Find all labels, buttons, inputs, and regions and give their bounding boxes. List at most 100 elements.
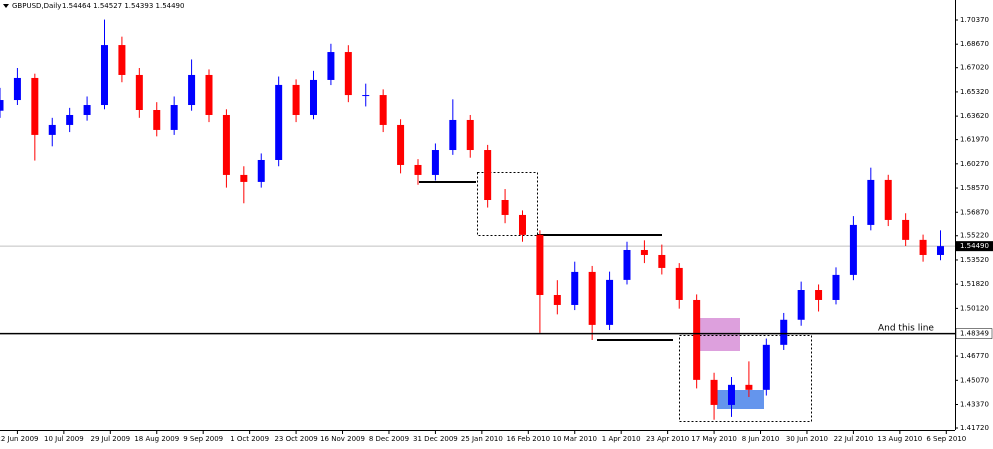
y-tick-label: 1.60270 bbox=[960, 160, 989, 168]
candle-body bbox=[344, 52, 352, 96]
hline-label-box bbox=[955, 328, 993, 339]
candle-body bbox=[902, 219, 910, 240]
menu-arrow[interactable] bbox=[3, 4, 9, 8]
candle-body bbox=[640, 249, 648, 255]
y-tick-label: 1.45070 bbox=[960, 376, 989, 384]
candle-body bbox=[292, 84, 300, 115]
candle-body bbox=[693, 299, 701, 380]
candle-body bbox=[153, 109, 161, 130]
y-tick-label: 1.46770 bbox=[960, 352, 989, 360]
x-tick-label: 30 Jun 2010 bbox=[786, 435, 828, 443]
candle-body bbox=[727, 384, 735, 405]
candle-body bbox=[658, 254, 666, 268]
y-tick-label: 1.56870 bbox=[960, 208, 989, 216]
y-tick-label: 1.68670 bbox=[960, 40, 989, 48]
candle-body bbox=[66, 114, 74, 125]
y-tick-label: 1.41720 bbox=[960, 424, 989, 432]
candle-body bbox=[327, 52, 335, 80]
candle-body bbox=[31, 77, 39, 135]
candle-body bbox=[275, 84, 283, 160]
candle-body bbox=[919, 239, 927, 255]
x-tick-label: 1 Apr 2010 bbox=[602, 435, 641, 443]
pink-zone bbox=[695, 318, 740, 351]
x-tick-label: 10 Jul 2009 bbox=[44, 435, 84, 443]
candle-body bbox=[205, 74, 213, 115]
y-tick-label: 1.70370 bbox=[960, 16, 989, 24]
x-tick-label: 1 Oct 2009 bbox=[230, 435, 269, 443]
candle-body bbox=[48, 124, 56, 135]
x-tick-label: 31 Dec 2009 bbox=[413, 435, 458, 443]
x-tick-label: 8 Jun 2010 bbox=[742, 435, 780, 443]
y-tick-label: 1.63620 bbox=[960, 112, 989, 120]
x-tick-label: 16 Feb 2010 bbox=[507, 435, 551, 443]
candle-body bbox=[83, 105, 91, 115]
dashed-box bbox=[679, 335, 812, 422]
y-tick-label: 1.55220 bbox=[960, 232, 989, 240]
x-tick-label: 25 Jan 2010 bbox=[461, 435, 503, 443]
candle-body bbox=[849, 224, 857, 275]
candle-body bbox=[379, 95, 387, 125]
y-tick-label: 1.67020 bbox=[960, 64, 989, 72]
candle-body bbox=[188, 74, 196, 106]
candle-body bbox=[118, 45, 126, 75]
candle-body bbox=[222, 114, 230, 175]
candle-body bbox=[13, 77, 21, 101]
candle-body bbox=[397, 124, 405, 165]
candle-body bbox=[623, 249, 631, 280]
candle-body bbox=[745, 384, 753, 390]
x-tick-label: 6 Sep 2010 bbox=[926, 435, 966, 443]
y-tick-label: 1.43370 bbox=[960, 401, 989, 409]
candle-body bbox=[536, 234, 544, 295]
blue-zone bbox=[717, 390, 764, 409]
candle-body bbox=[884, 179, 892, 220]
candle-body bbox=[240, 174, 248, 182]
hline-label: 1.48349 bbox=[960, 330, 989, 338]
candle-body bbox=[606, 279, 614, 325]
candle-body bbox=[431, 150, 439, 175]
candle-body bbox=[449, 119, 457, 151]
y-tick-label: 1.51820 bbox=[960, 280, 989, 288]
candle-body bbox=[832, 274, 840, 300]
header-prices: 1.54464 1.54527 1.54393 1.54490 bbox=[62, 2, 184, 10]
annotation: And this line bbox=[878, 324, 934, 334]
candle-body bbox=[867, 179, 875, 225]
candle-body bbox=[100, 45, 108, 106]
current-price-label: 1.54490 bbox=[960, 242, 989, 250]
x-tick-label: 22 Jul 2010 bbox=[834, 435, 874, 443]
candle-body bbox=[501, 200, 509, 215]
candle-body bbox=[571, 271, 579, 305]
x-tick-label: 9 Sep 2009 bbox=[183, 435, 223, 443]
x-tick-label: 13 Aug 2010 bbox=[877, 435, 922, 443]
candle-body bbox=[710, 379, 718, 405]
candle-body bbox=[518, 214, 526, 235]
x-tick-label: 16 Nov 2009 bbox=[320, 435, 365, 443]
dashed-box bbox=[477, 172, 538, 236]
candle-body bbox=[0, 100, 4, 111]
candle-body bbox=[815, 290, 823, 300]
candle-body bbox=[309, 79, 317, 115]
x-tick-label: 17 May 2010 bbox=[691, 435, 737, 443]
y-tick-label: 1.65320 bbox=[960, 88, 989, 96]
x-tick-label: 29 Jul 2009 bbox=[90, 435, 130, 443]
x-tick-label: 10 Mar 2010 bbox=[553, 435, 597, 443]
chart-title: GBPUSD,Daily bbox=[12, 2, 61, 10]
candle-body bbox=[135, 74, 143, 110]
y-tick-label: 1.61970 bbox=[960, 136, 989, 144]
candle-body bbox=[257, 159, 265, 182]
candle-body bbox=[466, 119, 474, 151]
x-tick-label: 23 Oct 2009 bbox=[274, 435, 317, 443]
candle-body bbox=[675, 267, 683, 300]
x-tick-label: 22 Jun 2009 bbox=[0, 435, 38, 443]
x-tick-label: 23 Apr 2010 bbox=[646, 435, 689, 443]
candle-body bbox=[762, 344, 770, 390]
candle-body bbox=[484, 150, 492, 201]
x-tick-label: 8 Dec 2009 bbox=[369, 435, 409, 443]
candle-body bbox=[936, 246, 944, 255]
current-price-box bbox=[956, 241, 993, 252]
candle-body bbox=[170, 105, 178, 130]
candle-body bbox=[414, 164, 422, 175]
candle-body bbox=[588, 271, 596, 325]
